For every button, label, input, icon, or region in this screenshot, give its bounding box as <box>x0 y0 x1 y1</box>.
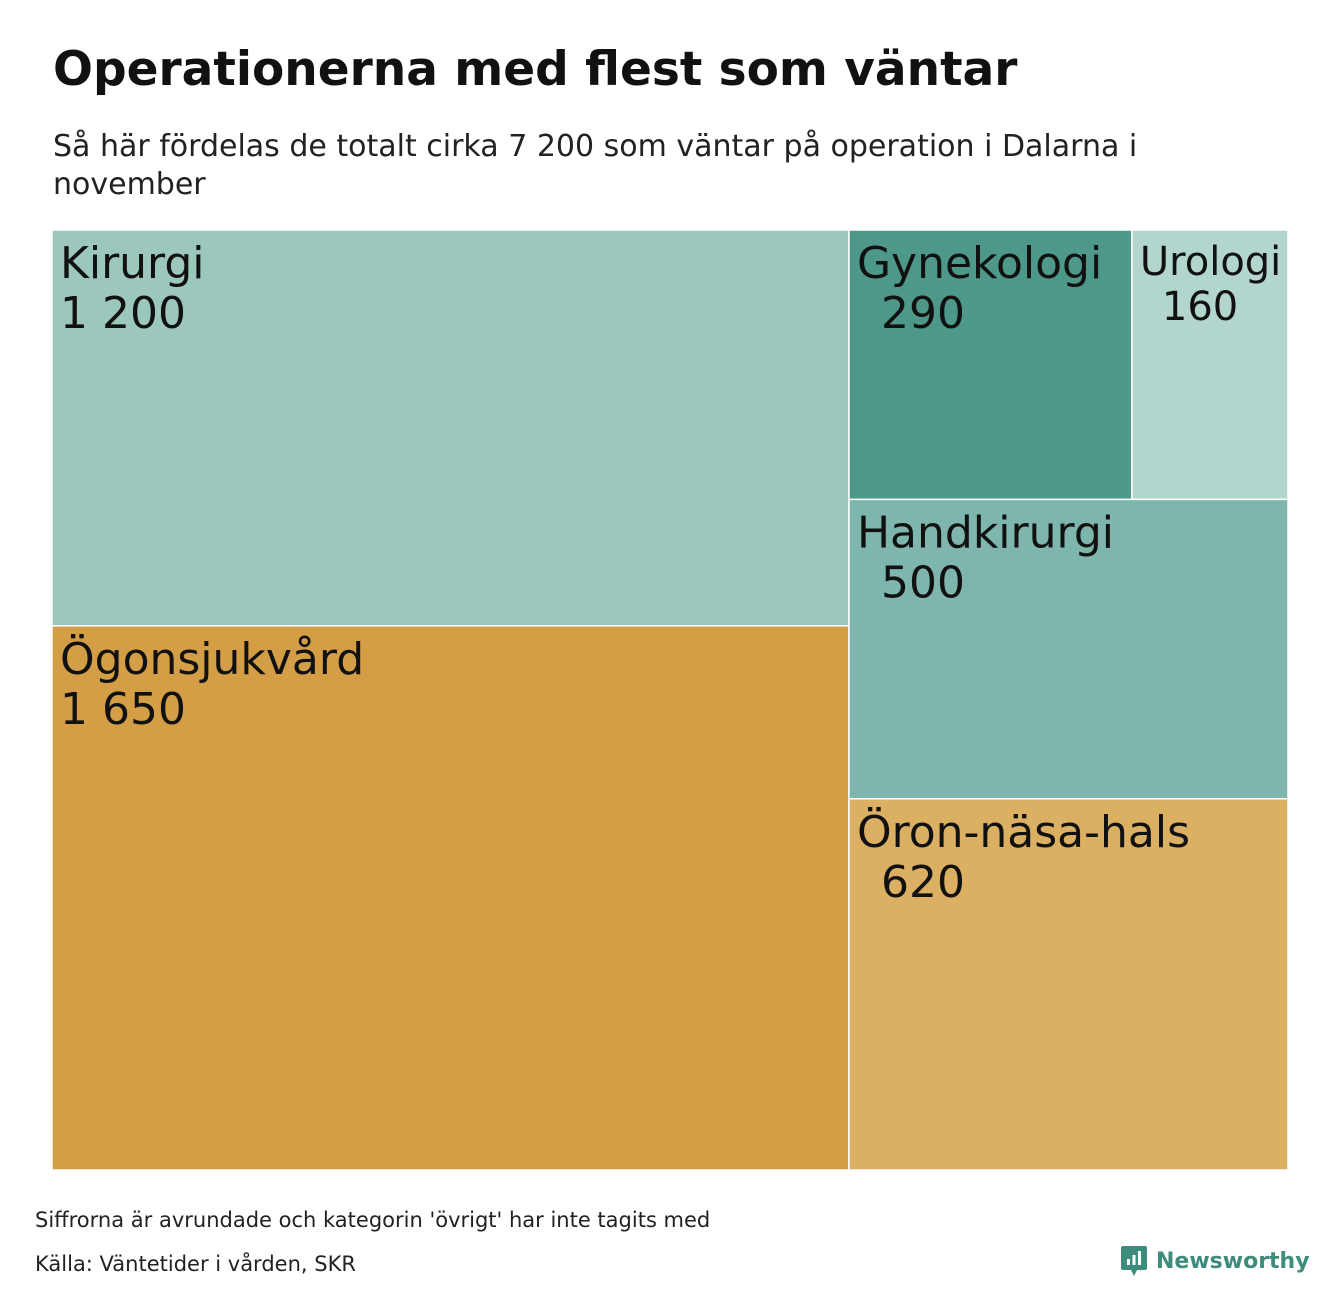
treemap-chart: Kirurgi 1 200 Ögonsjukvård 1 650 Gynekologi 2… <box>52 230 1288 1170</box>
treemap-rect-kirurgi <box>52 230 850 627</box>
treemap-label-kirurgi: Kirurgi <box>60 238 205 289</box>
treemap-value-kirurgi: 1 200 <box>60 288 186 339</box>
treemap-value-gynekologi: 290 <box>881 288 965 339</box>
treemap-label-oron-nasa-hals: Öron-näsa-hals <box>857 806 1190 858</box>
treemap-rect-urologi <box>1131 230 1288 501</box>
treemap-label-handkirurgi: Handkirurgi <box>857 507 1114 558</box>
treemap-value-ogonsjukvard: 1 650 <box>60 684 186 735</box>
brand-name: Newsworthy <box>1156 1248 1310 1274</box>
newsworthy-logo-icon <box>1121 1246 1147 1276</box>
chart-title: Operationerna med flest som väntar <box>53 42 1018 97</box>
treemap-label-urologi: Urologi <box>1140 239 1281 285</box>
treemap-value-oron-nasa-hals: 620 <box>881 857 965 908</box>
treemap-rect-ogonsjukvard <box>52 625 850 1170</box>
chart-subtitle: Så här fördelas de totalt cirka 7 200 so… <box>53 129 1138 202</box>
treemap-label-ogonsjukvard: Ögonsjukvård <box>60 633 364 685</box>
footnote: Siffrorna är avrundade och kategorin 'öv… <box>35 1208 711 1232</box>
brand-logo: Newsworthy <box>1120 1244 1310 1278</box>
treemap-label-gynekologi: Gynekologi <box>857 238 1102 289</box>
source-note: Källa: Väntetider i vården, SKR <box>35 1252 356 1276</box>
treemap-value-urologi: 160 <box>1162 284 1238 330</box>
treemap-rect-handkirurgi <box>848 498 1288 800</box>
treemap-value-handkirurgi: 500 <box>881 557 965 608</box>
treemap-rect-oron-nasa-hals <box>848 798 1288 1170</box>
